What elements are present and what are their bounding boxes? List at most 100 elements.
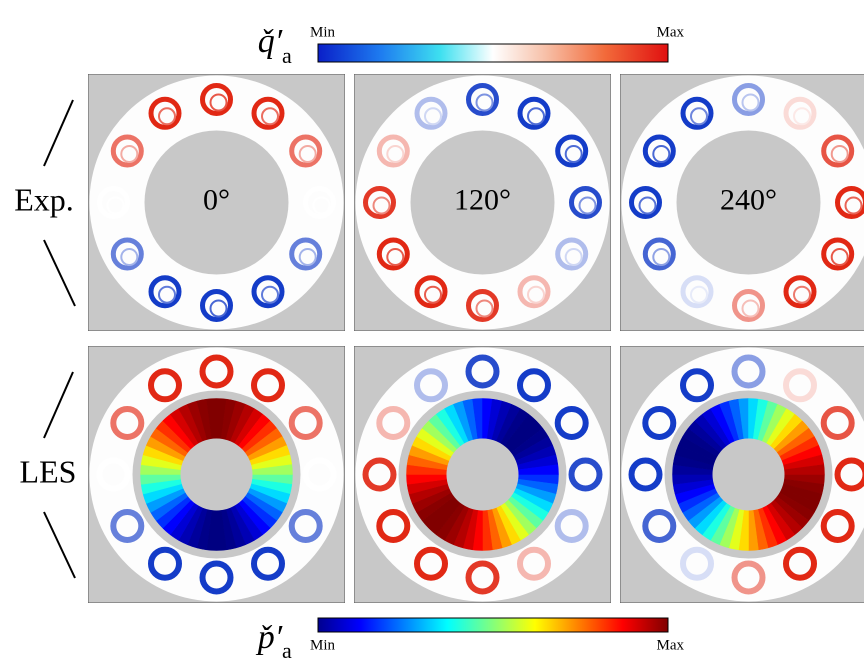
- burner-flame: [835, 186, 864, 219]
- panel: [88, 346, 345, 603]
- burner-flame-inner: [578, 196, 597, 215]
- burner-flame-inner: [830, 248, 849, 266]
- inner-core: [676, 130, 821, 275]
- burner-flame: [732, 83, 765, 116]
- inner-core: [144, 130, 289, 275]
- burner-flame-inner: [158, 107, 176, 126]
- burner-flame: [251, 275, 285, 309]
- inner-core: [446, 438, 519, 511]
- colorbar: [317, 617, 669, 633]
- burner-flame-inner: [690, 285, 708, 304]
- panel: [620, 346, 864, 603]
- inner-core: [712, 438, 785, 511]
- burner-flame-inner: [793, 107, 811, 126]
- burner-flame-inner: [386, 145, 405, 163]
- burner-flame: [414, 275, 448, 309]
- colorbar-min: Min: [310, 24, 336, 40]
- panel: [354, 346, 611, 603]
- burner-flame-inner: [372, 196, 391, 215]
- burner-flame: [731, 560, 766, 595]
- colorbar-symbol: p̌′: [256, 619, 283, 656]
- phase-label: 240°: [720, 183, 777, 216]
- burner-flame: [289, 134, 323, 168]
- burner-flame-inner: [261, 107, 279, 126]
- burner-flame: [821, 134, 855, 168]
- burner-flame: [97, 186, 130, 219]
- burner-flame: [555, 134, 589, 168]
- burner-flame: [302, 457, 337, 492]
- burner-flame: [363, 186, 396, 219]
- burner-flame: [414, 368, 448, 403]
- burner-flame-inner: [424, 285, 442, 304]
- burner-flame: [288, 406, 323, 440]
- burner-flame: [821, 237, 855, 271]
- colorbar-max: Max: [657, 637, 685, 653]
- burner-flame: [96, 457, 131, 492]
- burner-flame: [414, 546, 448, 581]
- burner-flame: [820, 509, 855, 543]
- burner-flame: [554, 406, 589, 440]
- burner-flame-inner: [475, 299, 494, 318]
- colorbar-subscript: a: [282, 638, 292, 661]
- colorbar-symbol: q̌′: [258, 23, 283, 60]
- burner-flame: [732, 289, 765, 322]
- burner-flame: [629, 186, 662, 219]
- colorbar-min: Min: [310, 637, 336, 653]
- burner-flame: [251, 368, 285, 403]
- burner-flame: [466, 289, 499, 322]
- inner-core: [180, 438, 253, 511]
- burner-flame-inner: [475, 93, 494, 112]
- row-label: LES: [20, 453, 77, 489]
- burner-flame-inner: [830, 145, 849, 163]
- bracket-line: [43, 371, 74, 439]
- burner-flame-inner: [424, 107, 442, 126]
- burner-flame: [200, 289, 233, 322]
- burner-flame: [148, 96, 182, 130]
- burner-flame: [642, 406, 677, 440]
- burner-flame-inner: [209, 93, 228, 112]
- burner-flame: [680, 368, 714, 403]
- burner-flame: [303, 186, 336, 219]
- burner-flame: [680, 96, 714, 130]
- burner-flame: [148, 368, 182, 403]
- burner-flame: [199, 354, 234, 389]
- burner-flame-inner: [741, 299, 760, 318]
- colorbar-subscript: a: [282, 43, 292, 68]
- burner-flame: [783, 546, 817, 581]
- burner-flame: [200, 83, 233, 116]
- bracket-line: [43, 511, 76, 579]
- burner-flame: [376, 509, 411, 543]
- burner-flame: [251, 96, 285, 130]
- burner-flame: [110, 509, 145, 543]
- burner-flame: [376, 406, 411, 440]
- burner-flame-inner: [158, 285, 176, 304]
- panel: 240°: [620, 74, 864, 331]
- burner-flame: [362, 457, 397, 492]
- burner-flame-inner: [120, 145, 139, 163]
- burner-flame: [148, 546, 182, 581]
- burner-flame-inner: [120, 248, 139, 266]
- burner-flame: [517, 275, 551, 309]
- panel: 0°: [88, 74, 345, 331]
- burner-flame: [465, 560, 500, 595]
- burner-flame-inner: [261, 285, 279, 304]
- burner-flame: [628, 457, 663, 492]
- burner-flame-inner: [386, 248, 405, 266]
- burner-flame: [783, 96, 817, 130]
- burner-flame-inner: [564, 248, 583, 266]
- burner-flame: [465, 354, 500, 389]
- burner-flame: [731, 354, 766, 389]
- burner-flame: [569, 186, 602, 219]
- burner-flame: [376, 134, 410, 168]
- bracket-line: [43, 99, 74, 167]
- panel: 120°: [354, 74, 611, 331]
- burner-flame: [414, 96, 448, 130]
- burner-flame-inner: [527, 107, 545, 126]
- burner-flame: [517, 96, 551, 130]
- burner-flame-inner: [652, 248, 671, 266]
- burner-flame: [642, 237, 676, 271]
- burner-flame-inner: [312, 196, 331, 215]
- burner-flame-inner: [298, 248, 317, 266]
- burner-flame: [783, 368, 817, 403]
